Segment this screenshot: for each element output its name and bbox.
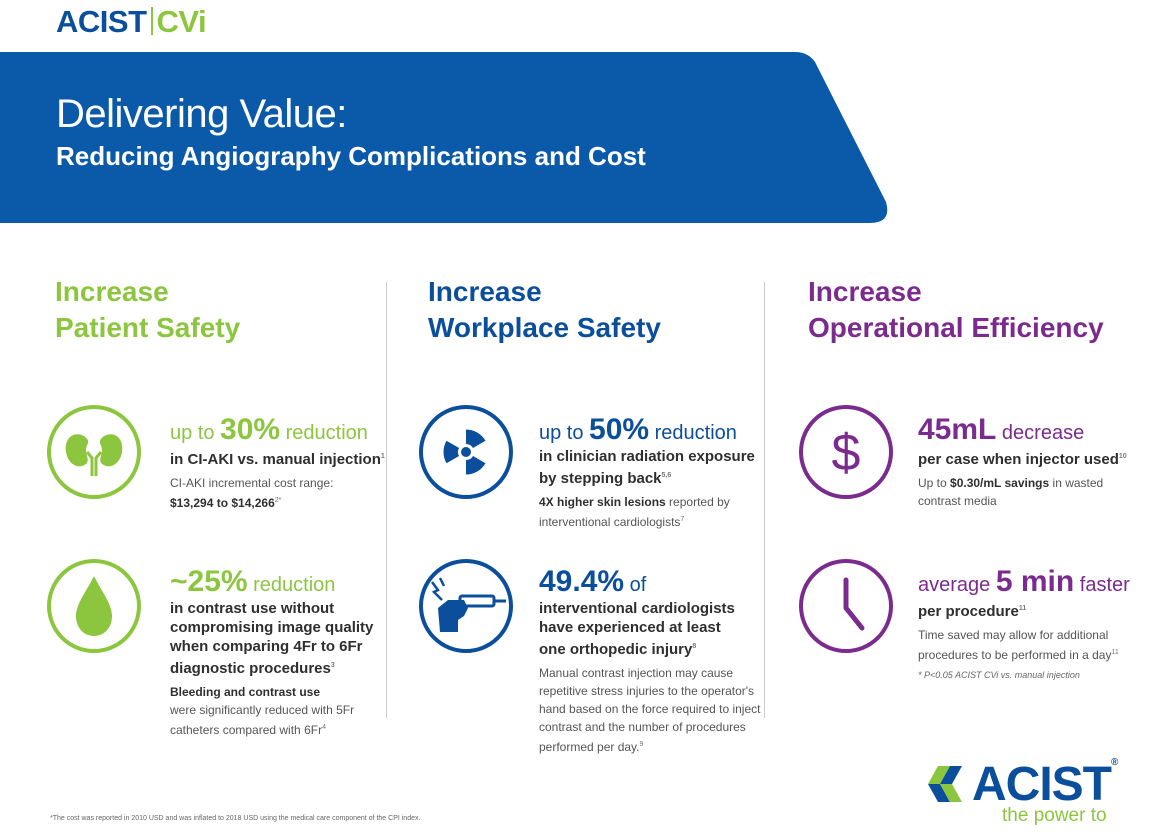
droplet-icon [47, 559, 141, 653]
stat-headline: average 5 min faster [918, 565, 1130, 598]
stat-headline: up to 30% reduction [170, 413, 368, 446]
stat-description: in clinician radiation exposure by stepp… [539, 448, 755, 487]
patient-safety-block-1: up to 30% reduction in CI-AKI vs. manual… [170, 413, 385, 512]
logo-cvi-text: CVi [156, 4, 207, 39]
efficiency-block-1: 45mL decrease per case when injector use… [918, 413, 1148, 510]
logo-separator [150, 7, 153, 35]
stat-description: per case when injector used10 [918, 451, 1127, 468]
workplace-safety-block-1: up to 50% reduction in clinician radiati… [539, 413, 759, 531]
logo-acist-text: ACIST [56, 4, 147, 39]
acist-cube-icon [928, 766, 962, 802]
stat-headline: 45mL decrease [918, 413, 1085, 446]
radiation-icon [419, 405, 513, 499]
column-divider [764, 282, 765, 718]
brand-tagline: the power to [1002, 805, 1107, 826]
kidneys-icon [47, 405, 141, 499]
efficiency-block-2: average 5 min faster per procedure11 Tim… [918, 565, 1148, 681]
stat-detail: Manual contrast injection may cause repe… [539, 666, 761, 754]
column-divider [386, 282, 387, 718]
stat-description: interventional cardiologists have experi… [539, 600, 735, 658]
page-title: Delivering Value: [56, 92, 347, 136]
significance-note: * P<0.05 ACIST CVi vs. manual injection [918, 670, 1080, 680]
dollar-icon: $ [799, 405, 893, 499]
patient-safety-heading: Increase Patient Safety [55, 276, 241, 343]
cost-footnote: *The cost was reported in 2010 USD and w… [50, 815, 421, 822]
stat-headline: ~25% reduction [170, 565, 336, 598]
title-banner [0, 52, 888, 223]
hand-injector-icon [419, 559, 513, 653]
workplace-safety-block-2: 49.4% of interventional cardiologists ha… [539, 565, 761, 756]
acist-brand-logo: ACIST® [972, 757, 1118, 811]
stat-detail: Bleeding and contrast use were significa… [170, 685, 355, 737]
workplace-safety-heading: Increase Workplace Safety [428, 276, 661, 343]
clock-icon [799, 559, 893, 653]
patient-safety-block-2: ~25% reduction in contrast use without c… [170, 565, 380, 739]
stat-headline: up to 50% reduction [539, 413, 737, 446]
stat-detail: Up to $0.30/mL savings in wasted contras… [918, 476, 1104, 508]
stat-headline: 49.4% of [539, 565, 647, 598]
svg-text:$: $ [832, 424, 861, 482]
stat-detail: 4X higher skin lesions reported by inter… [539, 495, 730, 529]
operational-efficiency-heading: Increase Operational Efficiency [808, 276, 1104, 343]
page-subtitle: Reducing Angiography Complications and C… [56, 141, 646, 171]
stat-description: in CI-AKI vs. manual injection1 [170, 451, 385, 468]
stat-detail: CI-AKI incremental cost range: $13,294 t… [170, 476, 334, 510]
acist-cvi-logo: ACIST CVi [56, 4, 207, 40]
stat-description: in contrast use without compromising ima… [170, 600, 374, 677]
stat-description: per procedure11 [918, 603, 1027, 620]
stat-detail: Time saved may allow for additional proc… [918, 628, 1119, 662]
